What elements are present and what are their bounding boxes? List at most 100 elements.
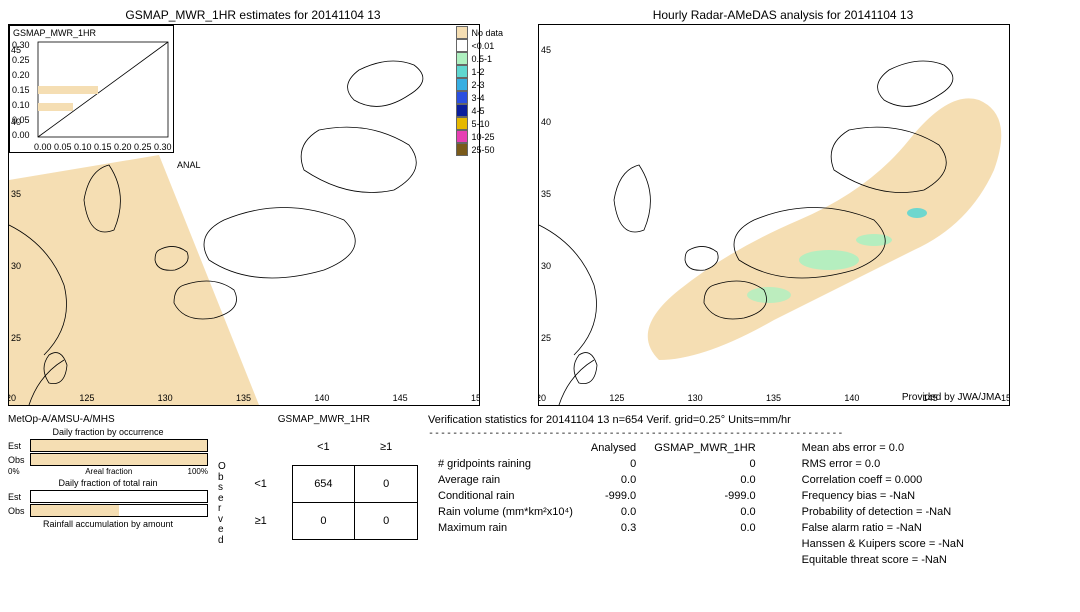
left-map-box: GSMAP_MWR_1HR 0.300.25 0.20 0.15 0.10 0.050.… <box>8 24 480 406</box>
stats-row-label: # gridpoints raining <box>430 457 581 471</box>
stats-row-anal: 0.0 <box>583 505 644 519</box>
axis-tick: 45 <box>11 45 21 55</box>
inset-x-tick: 0.00 <box>34 142 52 152</box>
scale-mid: Areal fraction <box>30 467 188 476</box>
axis-tick: 35 <box>541 189 551 199</box>
ctg-col1: <1 <box>292 429 355 466</box>
inset-x-tick: 0.25 <box>134 142 152 152</box>
legend-swatch <box>456 130 468 143</box>
color-legend: No data<0.010.5-11-22-33-44-55-1010-2525… <box>456 26 503 156</box>
axis-tick: 35 <box>11 189 21 199</box>
scale-0: 0% <box>8 467 30 476</box>
occ-title: Daily fraction by occurrence <box>8 427 208 437</box>
left-map-title: GSMAP_MWR_1HR estimates for 20141104 13 <box>8 8 498 22</box>
metric-label: Frequency bias = -NaN <box>798 489 968 503</box>
metric-label: False alarm ratio = -NaN <box>798 521 968 535</box>
metric-label: Correlation coeff = 0.000 <box>798 473 968 487</box>
ctg-cell-00: 654 <box>292 466 355 503</box>
stats-row-label: Rain volume (mm*km²x10⁴) <box>430 505 581 519</box>
axis-tick: 145 <box>393 393 408 403</box>
axis-tick: 45 <box>541 45 551 55</box>
inset-x-tick: 0.30 <box>154 142 172 152</box>
right-map-title: Hourly Radar-AMeDAS analysis for 2014110… <box>538 8 1028 22</box>
tot-obs-row: Obs <box>8 504 208 517</box>
axis-tick: 30 <box>11 261 21 271</box>
stats-row: Conditional rain-999.0-999.0 <box>430 489 764 503</box>
legend-label: 3-4 <box>471 93 484 103</box>
inset-y-tick: 0.20 <box>12 70 30 80</box>
axis-tick: 30 <box>541 261 551 271</box>
axis-tick: 130 <box>158 393 173 403</box>
axis-tick: 130 <box>688 393 703 403</box>
axis-tick: 125 <box>609 393 624 403</box>
axis-tick: 150 <box>1001 393 1010 403</box>
occ-est-bar <box>30 439 208 452</box>
axis-tick: 135 <box>766 393 781 403</box>
stats-row-est: 0.0 <box>646 521 763 535</box>
tot-title: Daily fraction of total rain <box>8 478 208 488</box>
metric-label: RMS error = 0.0 <box>798 457 968 471</box>
stats-table: Analysed GSMAP_MWR_1HR # gridpoints rain… <box>428 439 766 537</box>
stats-row-est: 0.0 <box>646 473 763 487</box>
stats-row-anal: 0.3 <box>583 521 644 535</box>
inset-anal-label: ANAL <box>177 160 201 170</box>
legend-swatch <box>456 52 468 65</box>
legend-item: 2-3 <box>456 78 503 91</box>
accum-title: Rainfall accumulation by amount <box>8 519 208 529</box>
scale-100: 100% <box>188 467 208 476</box>
axis-tick: 150 <box>471 393 480 403</box>
legend-swatch <box>456 78 468 91</box>
legend-label: No data <box>471 28 503 38</box>
tot-est-bar <box>30 490 208 503</box>
stats-row: Maximum rain0.30.0 <box>430 521 764 535</box>
legend-item: 1-2 <box>456 65 503 78</box>
inset-title: GSMAP_MWR_1HR <box>10 26 173 40</box>
inset-y-tick: 0.15 <box>12 85 30 95</box>
occ-scale: 0% Areal fraction 100% <box>8 467 208 476</box>
stats-row-anal: 0 <box>583 457 644 471</box>
stats-row-est: 0 <box>646 457 763 471</box>
stats-row-label: Conditional rain <box>430 489 581 503</box>
right-map-panel: Hourly Radar-AMeDAS analysis for 2014110… <box>538 8 1028 406</box>
legend-item: 4-5 <box>456 104 503 117</box>
left-map-panel: GSMAP_MWR_1HR estimates for 20141104 13 <box>8 8 498 406</box>
legend-swatch <box>456 143 468 156</box>
stats-row: # gridpoints raining00 <box>430 457 764 471</box>
legend-item: 0.5-1 <box>456 52 503 65</box>
metric-row: Hanssen & Kuipers score = -NaN <box>798 537 968 551</box>
inset-y-tick: 0.10 <box>12 100 30 110</box>
metric-row: False alarm ratio = -NaN <box>798 521 968 535</box>
occ-est-row: Est <box>8 439 208 452</box>
right-map-box: Provided by JWA/JMA 45403530252012012513… <box>538 24 1010 406</box>
metric-row: Frequency bias = -NaN <box>798 489 968 503</box>
metric-row: Probability of detection = -NaN <box>798 505 968 519</box>
metrics-table: Mean abs error = 0.0RMS error = 0.0Corre… <box>796 439 970 569</box>
ctg-row1: <1 <box>230 466 292 503</box>
legend-swatch <box>456 104 468 117</box>
satellite-label: MetOp-A/AMSU-A/MHS <box>8 414 208 425</box>
legend-swatch <box>456 26 468 39</box>
est-label: Est <box>8 441 30 451</box>
legend-label: 10-25 <box>471 132 494 142</box>
axis-tick: 120 <box>8 393 16 403</box>
inset-x-tick: 0.05 <box>54 142 72 152</box>
obs-label-2: Obs <box>8 506 30 516</box>
occ-obs-row: Obs <box>8 453 208 466</box>
metric-label: Equitable threat score = -NaN <box>798 553 968 567</box>
stats-row: Rain volume (mm*km²x10⁴)0.00.0 <box>430 505 764 519</box>
axis-tick: 135 <box>236 393 251 403</box>
inset-svg <box>10 40 173 150</box>
ctg-cell-10: 0 <box>292 503 355 540</box>
obs-label: Obs <box>8 455 30 465</box>
stats-row-anal: -999.0 <box>583 489 644 503</box>
provided-by-label: Provided by JWA/JMA <box>900 392 1003 403</box>
legend-item: 3-4 <box>456 91 503 104</box>
legend-swatch <box>456 39 468 52</box>
legend-label: 1-2 <box>471 67 484 77</box>
legend-label: 25-50 <box>471 145 494 155</box>
fraction-column: MetOp-A/AMSU-A/MHS Daily fraction by occ… <box>8 414 208 569</box>
ctg-cell-11: 0 <box>355 503 418 540</box>
metric-label: Hanssen & Kuipers score = -NaN <box>798 537 968 551</box>
legend-label: <0.01 <box>471 41 494 51</box>
tot-est-row: Est <box>8 490 208 503</box>
